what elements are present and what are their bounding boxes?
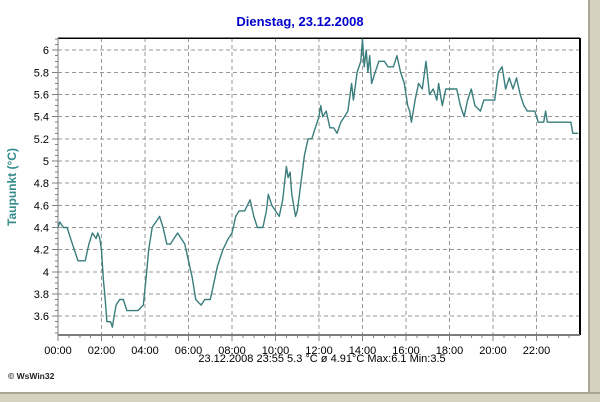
x-tick-label: 20:00 (479, 345, 507, 357)
y-tick-label: 3.8 (34, 289, 49, 301)
y-tick-label: 4.4 (34, 223, 49, 235)
x-tick-label: 22:00 (523, 345, 551, 357)
x-tick-label: 08:00 (218, 345, 246, 357)
x-tick-label: 06:00 (175, 345, 203, 357)
y-tick-label: 6 (43, 45, 49, 57)
x-tick-label: 02:00 (88, 345, 116, 357)
dewpoint-chart-plot: 3.6 3.8 4 4.2 4.4 4.6 4.8 5 5.2 5.4 5.6 5.8 6 00:00 02… (34, 37, 581, 357)
x-tick-label: 18:00 (436, 345, 464, 357)
x-tick-label: 10:00 (262, 345, 290, 357)
x-tick-label: 04:00 (131, 345, 159, 357)
x-tick-label: 00:00 (44, 345, 72, 357)
x-tick-label: 16:00 (392, 345, 420, 357)
y-tick-label: 5 (43, 156, 49, 168)
window-edge-bottom (0, 392, 600, 402)
y-tick-label: 5.2 (34, 134, 49, 146)
y-tick-label: 3.6 (34, 311, 49, 323)
y-tick-label: 5.6 (34, 90, 49, 102)
x-tick-label: 14:00 (349, 345, 377, 357)
window-edge-right (588, 0, 600, 400)
copyright-label: © WsWin32 (8, 371, 55, 381)
x-tick-label: 12:00 (305, 345, 333, 357)
chart-title: Dienstag, 23.12.2008 (236, 14, 364, 29)
y-tick-label: 4 (43, 267, 49, 279)
dewpoint-series-line (57, 38, 579, 328)
y-tick-label: 4.2 (34, 245, 49, 257)
y-tick-label: 4.8 (34, 178, 49, 190)
y-tick-label: 5.8 (34, 67, 49, 79)
y-tick-label: 5.4 (34, 112, 49, 124)
y-tick-label: 4.6 (34, 200, 49, 212)
status-bar: 23.12.2008 23:55 5.3 °C ø 4.91°C Max:6.1… (198, 353, 446, 365)
